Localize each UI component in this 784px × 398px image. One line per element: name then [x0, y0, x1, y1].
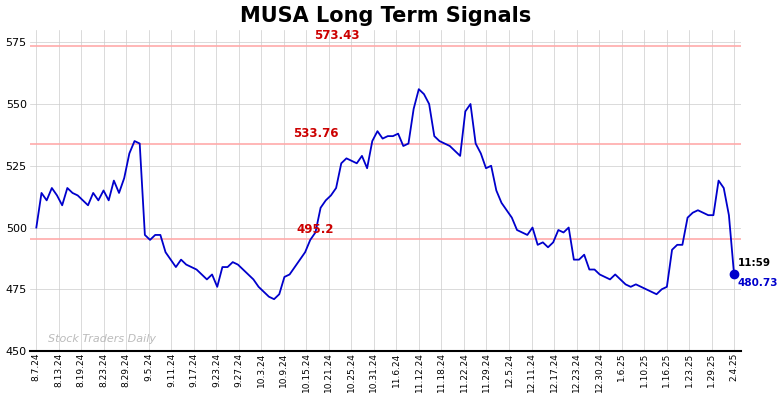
Text: 533.76: 533.76	[292, 127, 338, 140]
Text: 11:59: 11:59	[738, 258, 771, 268]
Text: 480.73: 480.73	[738, 278, 778, 288]
Title: MUSA Long Term Signals: MUSA Long Term Signals	[240, 6, 531, 25]
Text: Stock Traders Daily: Stock Traders Daily	[48, 334, 155, 343]
Text: 573.43: 573.43	[314, 29, 359, 43]
Text: 495.2: 495.2	[296, 223, 334, 236]
